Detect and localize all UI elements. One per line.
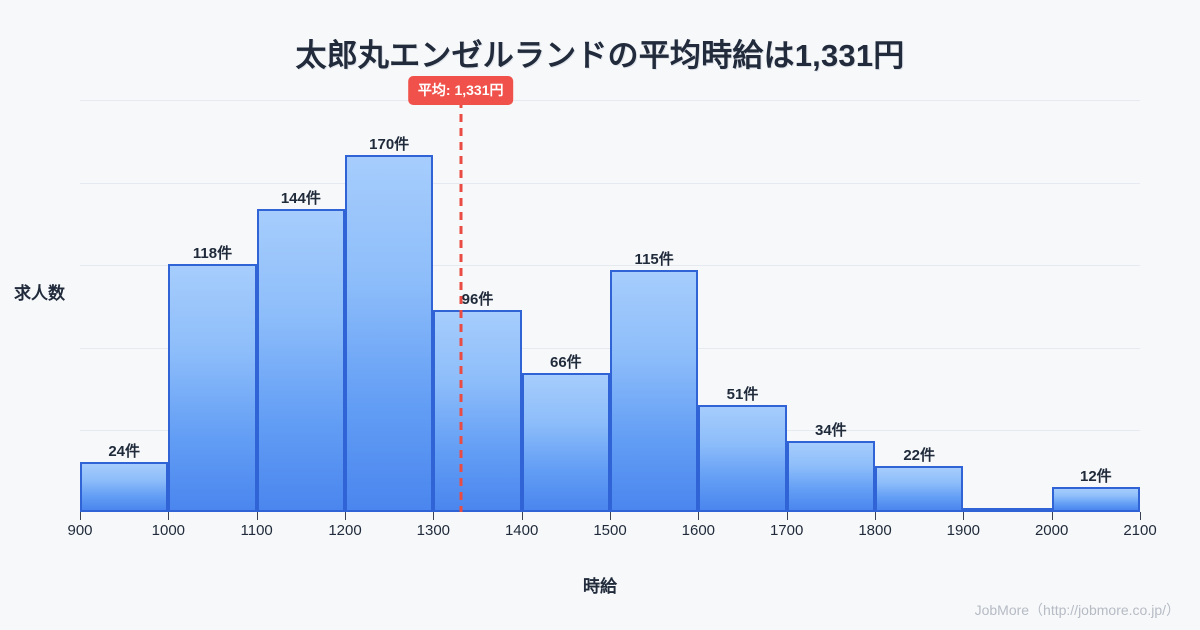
x-axis-tick: [786, 512, 788, 520]
bar: [345, 154, 434, 512]
x-axis-tick: [698, 512, 700, 520]
x-axis-tick-label: 1800: [858, 522, 892, 539]
bar-value-label: 96件: [461, 291, 494, 309]
x-axis-tick-label: 1100: [240, 522, 273, 539]
x-axis-tick: [963, 512, 965, 520]
bar: [521, 373, 610, 512]
bar-value-label: 66件: [549, 354, 582, 372]
bar: [875, 465, 964, 512]
x-axis-tick: [1140, 512, 1141, 520]
gridline: [80, 100, 1140, 101]
watermark: JobMore（http://jobmore.co.jp/）: [974, 602, 1180, 618]
x-axis-tick-label: 1900: [946, 522, 981, 539]
x-axis-tick: [256, 512, 258, 520]
bar: [433, 310, 522, 512]
x-axis-tick: [168, 512, 170, 520]
x-axis-line: [80, 510, 1140, 512]
x-axis-tick: [1051, 512, 1053, 520]
gridline: [80, 265, 1140, 266]
x-axis-tick-label: 1400: [504, 522, 539, 539]
bar-value-label: 24件: [108, 442, 140, 460]
x-axis-tick-label: 1000: [151, 522, 186, 539]
x-axis-tick-label: 1600: [681, 522, 716, 539]
x-axis-tick: [80, 512, 81, 520]
bar-value-label: 144件: [280, 190, 321, 208]
x-axis-tick: [345, 512, 346, 520]
page-title: 太郎丸エンゼルランドの平均時給は1,331円: [295, 38, 905, 73]
x-axis-tick-label: 2100: [1123, 522, 1157, 539]
bar-value-label: 118件: [192, 244, 233, 262]
bar-value-label: 12件: [1079, 467, 1112, 485]
bar: [1051, 486, 1140, 512]
bar-value-label: 22件: [903, 446, 935, 464]
bar-value-label: 170件: [369, 135, 410, 153]
x-axis-tick: [610, 512, 611, 520]
x-axis-tick: [875, 512, 876, 520]
bar-value-label: 51件: [726, 385, 759, 403]
x-axis-tick-label: 1300: [416, 522, 451, 539]
x-axis-tick-label: 2000: [1034, 522, 1069, 539]
gridline: [80, 183, 1140, 184]
x-axis-tick-label: 1700: [769, 522, 804, 539]
plot-area: [80, 100, 1140, 512]
bar: [610, 270, 699, 512]
x-axis-title: 時給: [583, 577, 617, 596]
average-line: [459, 100, 463, 512]
bar-value-label: 115件: [634, 251, 674, 269]
bar: [698, 404, 787, 512]
bar-value-label: 34件: [814, 421, 847, 439]
y-axis-title: 求人数: [14, 284, 65, 303]
x-axis-tick-label: 1200: [328, 522, 362, 539]
bar: [256, 209, 345, 512]
bar: [786, 440, 875, 512]
x-axis-tick: [521, 512, 523, 520]
bar-series: [80, 100, 1140, 512]
x-axis-tick-label: 1500: [593, 522, 627, 539]
x-axis-tick: [433, 512, 435, 520]
bar: [168, 263, 257, 512]
x-axis-tick-label: 900: [67, 522, 93, 539]
average-badge: 平均: 1,331円: [407, 76, 514, 105]
bar: [80, 461, 169, 512]
